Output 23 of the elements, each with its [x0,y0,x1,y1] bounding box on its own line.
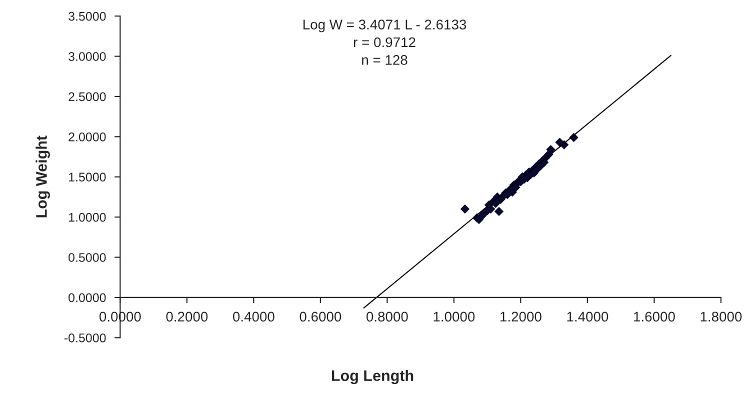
x-tick-label: 1.4000 [567,312,608,322]
y-tick-label: 0.0000 [68,293,106,302]
x-tick-label: 0.4000 [232,312,274,322]
x-axis-title: Log Length [332,370,414,384]
y-tick-label: 0.5000 [68,253,106,262]
y-axis-title: Log Weight [36,136,50,218]
x-tick-label: 1.0000 [434,312,475,322]
y-tick-label: 3.0000 [68,52,106,61]
x-tick-label: 1.8000 [700,312,742,322]
x-tick-label: 0.6000 [300,312,342,322]
x-tick-label: 1.2000 [500,312,542,322]
annotation: n = 128 [362,55,408,65]
y-tick-label: 3.5000 [68,12,106,21]
x-tick-label: 1.6000 [634,312,675,322]
y-tick-label: 1.5000 [68,172,106,182]
y-tick-label: 2.0000 [68,132,106,142]
annotation: r = 0.9712 [354,37,416,48]
annotation: Log W = 3.4071 L - 2.6133 [303,20,466,32]
y-tick-label: 1.0000 [68,212,106,222]
x-tick-label: 0.8000 [366,312,408,322]
y-tick-label: -0.5000 [64,333,106,342]
y-tick-label: 2.5000 [68,92,106,102]
x-tick-label: 0.2000 [166,312,208,322]
